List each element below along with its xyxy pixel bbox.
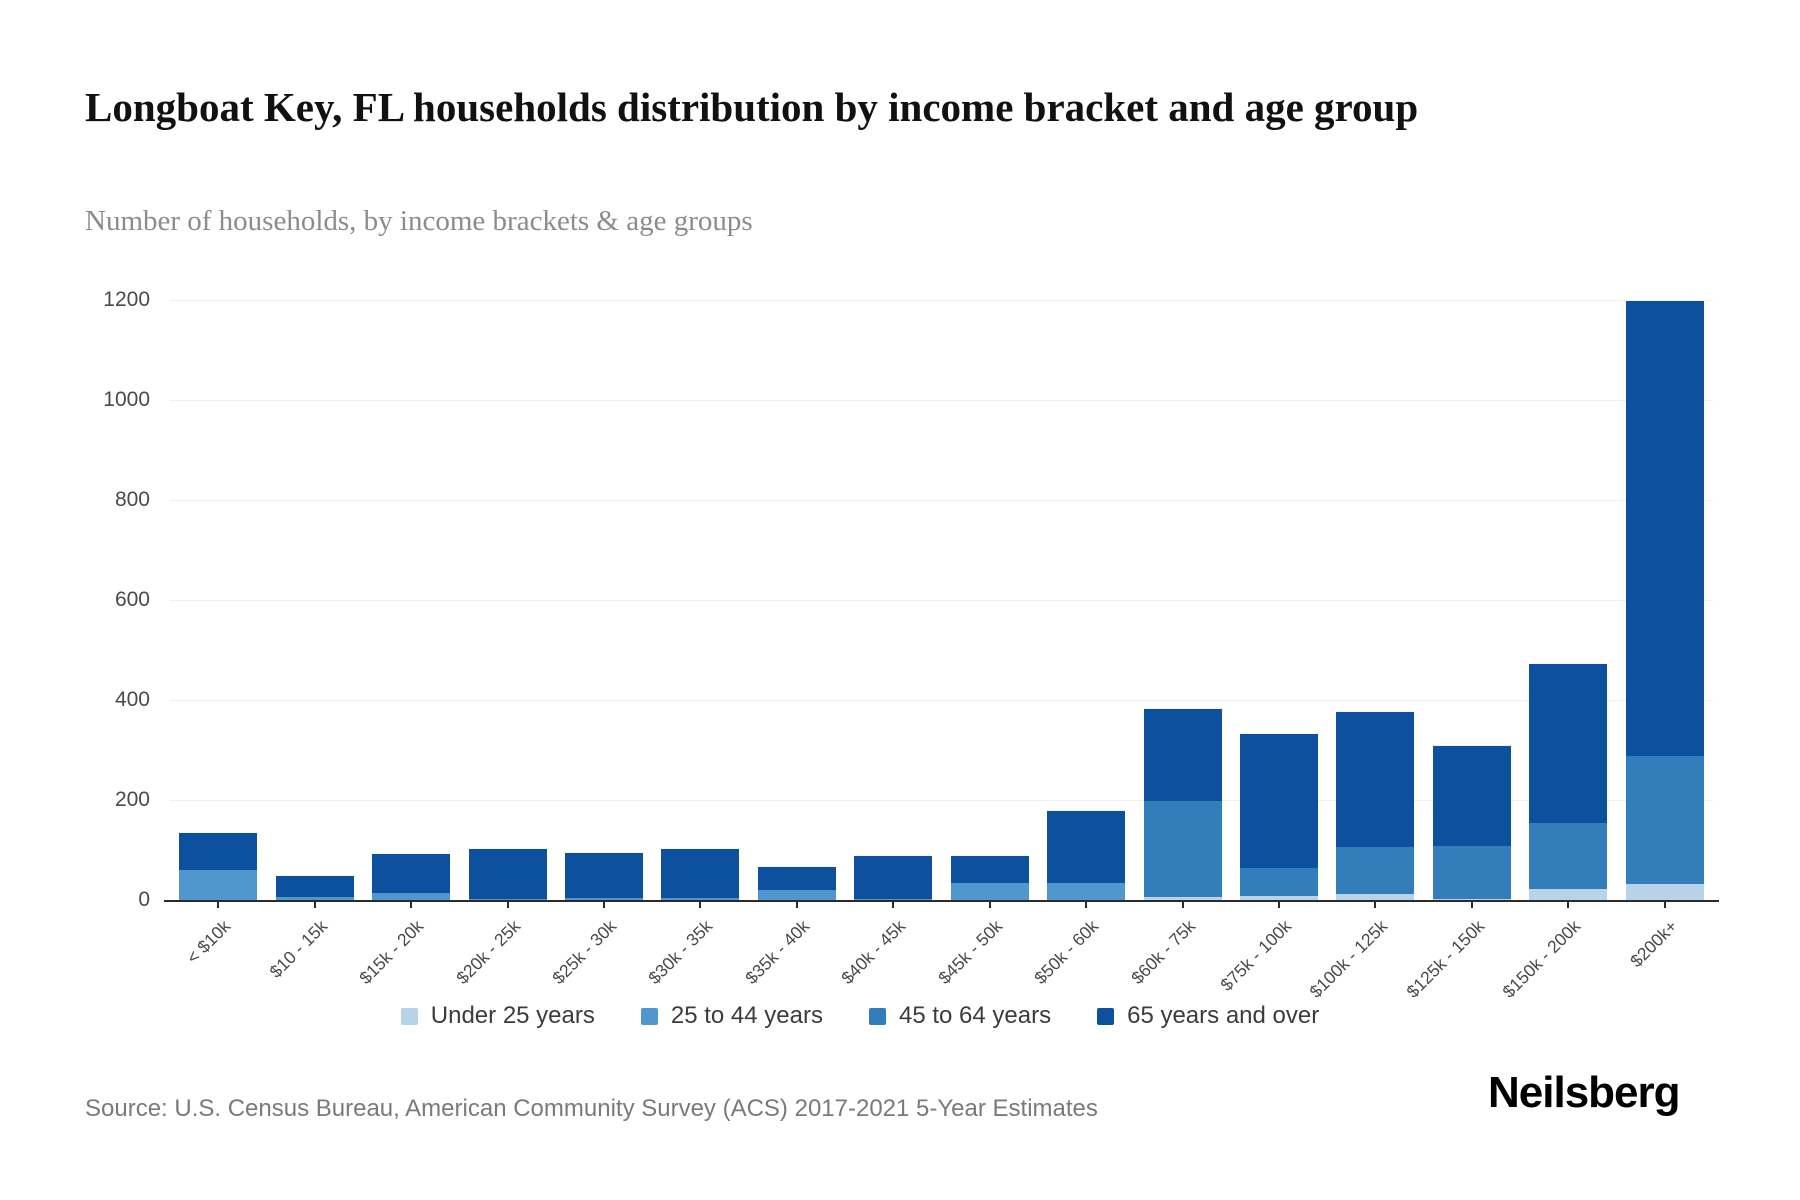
bar-segment--10k-25-to-44-years[interactable] (179, 869, 258, 900)
legend-item-45-to-64-years[interactable]: 45 to 64 years (868, 1002, 1052, 1030)
legend-swatch-icon (1097, 1007, 1115, 1025)
x-axis-tick (795, 902, 798, 908)
x-axis-tick (988, 902, 991, 908)
y-axis-tick-label: 800 (114, 488, 150, 511)
x-axis-tick (1374, 902, 1377, 908)
x-axis-tick (1567, 902, 1570, 908)
bar-segment--10-15k-65-years-and-over[interactable] (275, 875, 354, 897)
y-axis-tick-label: 200 (114, 788, 150, 811)
legend-item-65-years-and-over[interactable]: 65 years and over (1097, 1002, 1319, 1030)
bar-segment--75k-100k-under-25-years[interactable] (1240, 895, 1319, 900)
legend-swatch-icon (400, 1007, 418, 1025)
bar-segment--100k-125k-45-to-64-years[interactable] (1336, 846, 1415, 894)
x-axis-tick (1181, 902, 1184, 908)
bar-segment--15k-20k-25-to-44-years[interactable] (372, 892, 451, 900)
bar-segment--60k-75k-65-years-and-over[interactable] (1143, 708, 1222, 801)
gridline-y-800 (170, 500, 1713, 501)
bar-segment--50k-60k-65-years-and-over[interactable] (1047, 810, 1126, 883)
bar-segment--40k-45k-25-to-44-years[interactable] (854, 897, 933, 900)
bar-segment--150k-200k-45-to-64-years[interactable] (1529, 822, 1608, 889)
bar-segment--45k-50k-65-years-and-over[interactable] (950, 855, 1029, 883)
x-axis-tick (410, 902, 413, 908)
bar-segment--15k-20k-65-years-and-over[interactable] (372, 853, 451, 893)
gridline-y-1200 (170, 300, 1713, 301)
page-title: Longboat Key, FL households distribution… (85, 84, 1419, 131)
bar-segment--25k-30k-65-years-and-over[interactable] (564, 852, 643, 898)
bar-segment--150k-200k-65-years-and-over[interactable] (1529, 663, 1608, 823)
x-axis-tick (1663, 902, 1666, 908)
x-axis-line (164, 900, 1719, 902)
x-axis-tick (602, 902, 605, 908)
y-axis-tick-label: 600 (114, 588, 150, 611)
bar-segment--25k-30k-25-to-44-years[interactable] (564, 897, 643, 900)
y-axis-tick-label: 1200 (103, 288, 150, 311)
x-axis-tick (313, 902, 316, 908)
bar-segment--125k-150k-45-to-64-years[interactable] (1432, 845, 1511, 899)
bar-segment--40k-45k-65-years-and-over[interactable] (854, 855, 933, 899)
bar-segment--30k-35k-25-to-44-years[interactable] (661, 897, 740, 900)
y-axis-tick-label: 400 (114, 688, 150, 711)
legend-item-under-25-years[interactable]: Under 25 years (400, 1002, 595, 1030)
x-axis-tick (506, 902, 509, 908)
y-axis-tick-label: 1000 (103, 388, 150, 411)
y-axis-tick-label: 0 (138, 888, 150, 911)
x-axis-tick (1470, 902, 1473, 908)
bar-segment--60k-75k-45-to-64-years[interactable] (1143, 800, 1222, 897)
legend-label: 65 years and over (1127, 1002, 1320, 1029)
bar-segment--30k-35k-65-years-and-over[interactable] (661, 847, 740, 898)
legend-swatch-icon (640, 1007, 658, 1025)
bar-segment--35k-40k-25-to-44-years[interactable] (757, 889, 836, 900)
legend-label: Under 25 years (430, 1002, 595, 1029)
x-axis-tick (1085, 902, 1088, 908)
x-axis-tick (217, 902, 220, 908)
x-axis-tick (892, 902, 895, 908)
bar-segment--75k-100k-45-to-64-years[interactable] (1240, 867, 1319, 896)
bar-segment--100k-125k-65-years-and-over[interactable] (1336, 711, 1415, 847)
gridline-y-600 (170, 600, 1713, 601)
bar-segment--125k-150k-65-years-and-over[interactable] (1432, 745, 1511, 846)
gridline-y-200 (170, 800, 1713, 801)
bar-segment--20k-25k-25-to-44-years[interactable] (468, 898, 547, 900)
bar-segment--200k+-65-years-and-over[interactable] (1625, 300, 1704, 756)
legend-item-25-to-44-years[interactable]: 25 to 44 years (640, 1002, 823, 1030)
bar-segment--45k-50k-25-to-44-years[interactable] (950, 882, 1029, 900)
bar-segment--10k-65-years-and-over[interactable] (179, 831, 258, 870)
legend-label: 25 to 44 years (670, 1002, 823, 1029)
source-attribution: Source: U.S. Census Bureau, American Com… (85, 1095, 1098, 1122)
x-axis-tick (1278, 902, 1281, 908)
neilsberg-logo: Neilsberg (1488, 1068, 1681, 1117)
bar-segment--60k-75k-under-25-years[interactable] (1143, 896, 1222, 900)
bar-segment--75k-100k-65-years-and-over[interactable] (1240, 733, 1319, 868)
gridline-y-1000 (170, 400, 1713, 401)
bar-segment--125k-150k-under-25-years[interactable] (1432, 897, 1511, 900)
bar-segment--20k-25k-65-years-and-over[interactable] (468, 848, 547, 899)
legend-swatch-icon (868, 1007, 886, 1025)
gridline-y-400 (170, 700, 1713, 701)
bar-segment--50k-60k-25-to-44-years[interactable] (1047, 882, 1126, 900)
bar-segment--200k+-45-to-64-years[interactable] (1625, 755, 1704, 884)
bar-segment--200k+-under-25-years[interactable] (1625, 883, 1704, 900)
chart-subtitle: Number of households, by income brackets… (85, 205, 753, 237)
chart-legend: Under 25 years 25 to 44 years 45 to 64 yea… (170, 1002, 1550, 1030)
bar-segment--100k-125k-under-25-years[interactable] (1336, 893, 1415, 900)
x-axis-tick (699, 902, 702, 908)
legend-label: 45 to 64 years (898, 1002, 1052, 1029)
bar-segment--150k-200k-under-25-years[interactable] (1529, 888, 1608, 900)
bar-segment--10-15k-25-to-44-years[interactable] (275, 896, 354, 900)
bar-segment--35k-40k-65-years-and-over[interactable] (757, 866, 836, 890)
